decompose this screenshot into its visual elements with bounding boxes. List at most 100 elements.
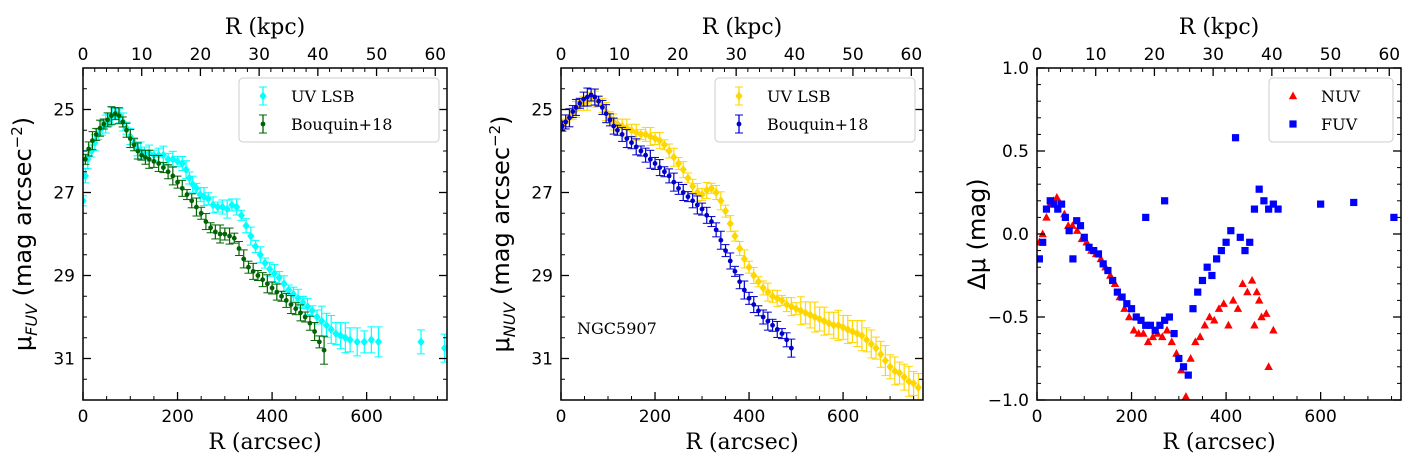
x-tick-label: 0 bbox=[556, 407, 567, 427]
data-point bbox=[327, 324, 335, 334]
data-point bbox=[241, 256, 247, 262]
data-point bbox=[279, 293, 284, 299]
data-point bbox=[721, 206, 730, 216]
data-point bbox=[1260, 197, 1268, 205]
data-point bbox=[1195, 332, 1205, 341]
data-point bbox=[618, 121, 626, 131]
data-point bbox=[337, 331, 345, 341]
data-point bbox=[198, 210, 204, 216]
data-point bbox=[1198, 276, 1207, 285]
data-point bbox=[1184, 371, 1192, 379]
data-point bbox=[264, 281, 270, 287]
data-point bbox=[1236, 233, 1244, 241]
x-tick-label: 600 bbox=[1304, 407, 1336, 427]
data-point bbox=[316, 339, 322, 345]
top-x-tick-label: 0 bbox=[78, 45, 89, 65]
data-point bbox=[1065, 227, 1073, 235]
data-point bbox=[647, 156, 653, 162]
data-point bbox=[685, 194, 691, 200]
data-point bbox=[289, 289, 297, 299]
data-point bbox=[367, 335, 375, 345]
data-point bbox=[83, 171, 89, 181]
data-point bbox=[318, 316, 326, 326]
data-point bbox=[151, 158, 157, 164]
data-point bbox=[1082, 237, 1091, 246]
data-point bbox=[615, 127, 620, 133]
data-point bbox=[689, 181, 697, 191]
data-point bbox=[1139, 329, 1148, 337]
data-point bbox=[1390, 213, 1398, 221]
y-axis-title: Δμ (mag) bbox=[963, 178, 991, 289]
data-point bbox=[242, 221, 250, 231]
data-point bbox=[760, 314, 766, 320]
data-point bbox=[1127, 305, 1136, 313]
data-point bbox=[759, 283, 767, 293]
data-point bbox=[1175, 354, 1183, 363]
data-point bbox=[1085, 243, 1093, 251]
data-point bbox=[112, 111, 118, 117]
data-point bbox=[652, 161, 658, 166]
data-point bbox=[360, 337, 368, 347]
data-point bbox=[877, 349, 885, 359]
data-point bbox=[288, 302, 294, 307]
data-point bbox=[694, 202, 700, 208]
data-point bbox=[294, 293, 302, 303]
data-point bbox=[105, 117, 110, 123]
data-point bbox=[633, 144, 639, 150]
data-point bbox=[222, 231, 228, 237]
data-point bbox=[1350, 198, 1358, 207]
legend-frame bbox=[714, 77, 916, 143]
data-point bbox=[1165, 313, 1173, 321]
data-point bbox=[353, 337, 361, 347]
data-point bbox=[1057, 200, 1066, 208]
data-point bbox=[165, 169, 171, 175]
data-point bbox=[1050, 200, 1058, 208]
data-point bbox=[1233, 304, 1243, 312]
data-point bbox=[346, 335, 354, 345]
data-point bbox=[737, 279, 743, 285]
data-point bbox=[900, 372, 908, 382]
data-point bbox=[182, 165, 190, 175]
data-point bbox=[217, 231, 223, 237]
x-tick-label: 200 bbox=[161, 407, 193, 427]
data-point bbox=[298, 310, 303, 316]
data-point bbox=[1039, 238, 1047, 246]
data-point bbox=[717, 196, 725, 206]
x-tick-label: 400 bbox=[1210, 407, 1242, 427]
data-point bbox=[727, 258, 733, 264]
legend-entry: Bouquin+18 bbox=[259, 114, 392, 134]
data-point bbox=[307, 320, 313, 326]
top-x-tick-label: 10 bbox=[131, 45, 153, 65]
plot-area bbox=[561, 87, 923, 400]
data-point bbox=[599, 105, 605, 110]
data-point bbox=[1217, 247, 1225, 255]
data-point bbox=[1194, 288, 1202, 296]
data-point bbox=[611, 123, 617, 129]
legend: NUV FUV bbox=[1268, 77, 1394, 143]
y-tick-label: 27 bbox=[53, 184, 75, 204]
x-tick-label: 400 bbox=[733, 407, 765, 427]
data-point bbox=[312, 329, 318, 334]
data-point bbox=[1228, 295, 1238, 304]
data-point bbox=[627, 125, 636, 135]
data-point bbox=[1068, 221, 1077, 229]
data-point bbox=[233, 202, 241, 212]
data-point bbox=[108, 113, 114, 119]
data-point bbox=[1142, 213, 1150, 221]
data-point bbox=[1317, 200, 1325, 208]
top-x-tick-label: 60 bbox=[424, 45, 446, 65]
y-tick-label: 29 bbox=[53, 267, 75, 287]
top-x-tick-label: 60 bbox=[901, 45, 923, 65]
data-point bbox=[1132, 313, 1140, 321]
legend-label: UV LSB bbox=[291, 87, 354, 106]
top-x-tick-label: 50 bbox=[366, 45, 388, 65]
top-x-tick-label: 40 bbox=[1261, 45, 1283, 65]
data-point bbox=[1148, 332, 1158, 341]
data-point bbox=[184, 192, 190, 197]
data-point bbox=[1186, 354, 1195, 362]
plot-area bbox=[83, 106, 447, 365]
data-point bbox=[250, 268, 256, 274]
data-point bbox=[251, 241, 260, 251]
top-x-tick-label: 10 bbox=[1085, 45, 1107, 65]
legend-marker bbox=[1289, 120, 1297, 128]
